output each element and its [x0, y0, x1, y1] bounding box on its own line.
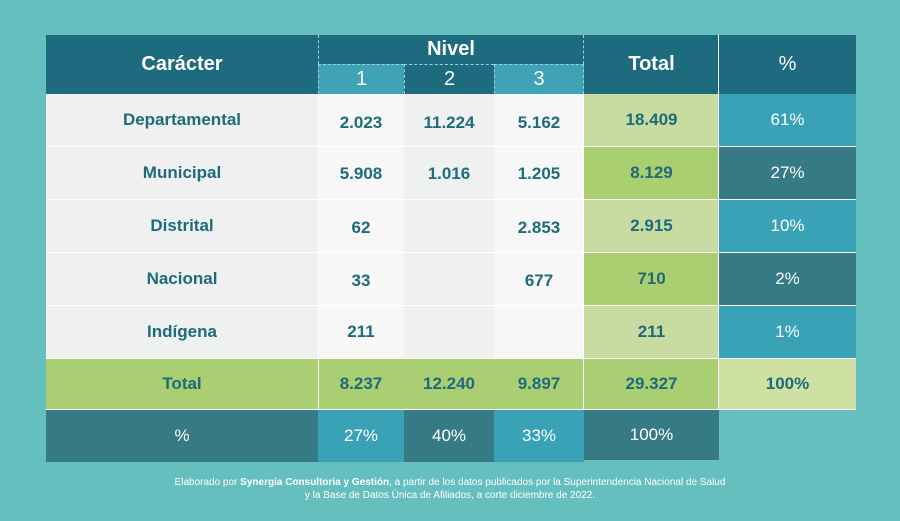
row-divider: [46, 146, 856, 147]
row-percent: 27%: [719, 147, 856, 199]
percent-row-level-2: 40%: [404, 410, 494, 462]
row-level-2: [404, 253, 494, 305]
column-divider: [318, 94, 319, 409]
row-total: 8.129: [584, 147, 719, 199]
row-level-3: [494, 306, 584, 358]
row-level-1: 2.023: [318, 94, 404, 146]
total-row-level-1: 8.237: [318, 359, 404, 409]
row-label: Distrital: [46, 200, 318, 252]
row-level-3: 1.205: [494, 147, 584, 199]
source-note-line-1: Elaborado por Synergia Consultoria y Ges…: [0, 476, 900, 489]
row-total: 710: [584, 253, 719, 305]
row-total: 211: [584, 306, 719, 358]
row-level-2: 11.224: [404, 94, 494, 146]
total-row-total: 29.327: [584, 359, 719, 409]
row-level-2: 1.016: [404, 147, 494, 199]
row-level-1: 33: [318, 253, 404, 305]
row-level-2: [404, 306, 494, 358]
row-label: Departamental: [46, 94, 318, 146]
row-label: Nacional: [46, 253, 318, 305]
source-line1-rest: , a partir de los datos publicados por l…: [389, 477, 726, 488]
header-total: Total: [584, 35, 719, 94]
row-level-3: 2.853: [494, 200, 584, 252]
row-percent: 1%: [719, 306, 856, 358]
percent-row-total: 100%: [584, 410, 719, 460]
header-level-3: 3: [494, 64, 584, 94]
header-level-1: 1: [318, 64, 404, 94]
row-level-1: 62: [318, 200, 404, 252]
row-percent: 10%: [719, 200, 856, 252]
data-table: Carácter Nivel 1 2 3 Total % Departament…: [46, 35, 856, 462]
column-divider: [583, 94, 584, 409]
row-level-1: 5.908: [318, 147, 404, 199]
row-level-2: [404, 200, 494, 252]
row-total: 18.409: [584, 94, 719, 146]
row-label: Indígena: [46, 306, 318, 358]
row-percent: 2%: [719, 253, 856, 305]
column-divider: [718, 35, 719, 409]
row-level-3: 5.162: [494, 94, 584, 146]
header-nivel: Nivel: [318, 35, 584, 64]
row-level-3: 677: [494, 253, 584, 305]
total-row-level-2: 12.240: [404, 359, 494, 409]
row-divider: [46, 199, 856, 200]
total-row-percent: 100%: [719, 359, 856, 409]
header-caracter: Carácter: [46, 35, 318, 94]
header-percent: %: [719, 35, 856, 94]
row-divider: [46, 358, 856, 359]
row-divider: [46, 409, 856, 410]
source-company: Synergia Consultoria y Gestión: [240, 477, 390, 488]
row-label: Municipal: [46, 147, 318, 199]
source-prefix: Elaborado por: [174, 477, 241, 488]
percent-row-level-3: 33%: [494, 410, 584, 462]
row-percent: 61%: [719, 94, 856, 146]
percent-row-level-1: 27%: [318, 410, 404, 462]
source-note-line-2: y la Base de Datos Única de Afiliados, a…: [304, 490, 596, 501]
total-row-level-3: 9.897: [494, 359, 584, 409]
header-level-2: 2: [404, 64, 494, 94]
total-row-label: Total: [46, 359, 318, 409]
row-divider: [46, 252, 856, 253]
row-divider: [46, 305, 856, 306]
row-total: 2.915: [584, 200, 719, 252]
percent-row-label: %: [46, 410, 318, 462]
row-level-1: 211: [318, 306, 404, 358]
source-note: Elaborado por Synergia Consultoria y Ges…: [0, 476, 900, 502]
